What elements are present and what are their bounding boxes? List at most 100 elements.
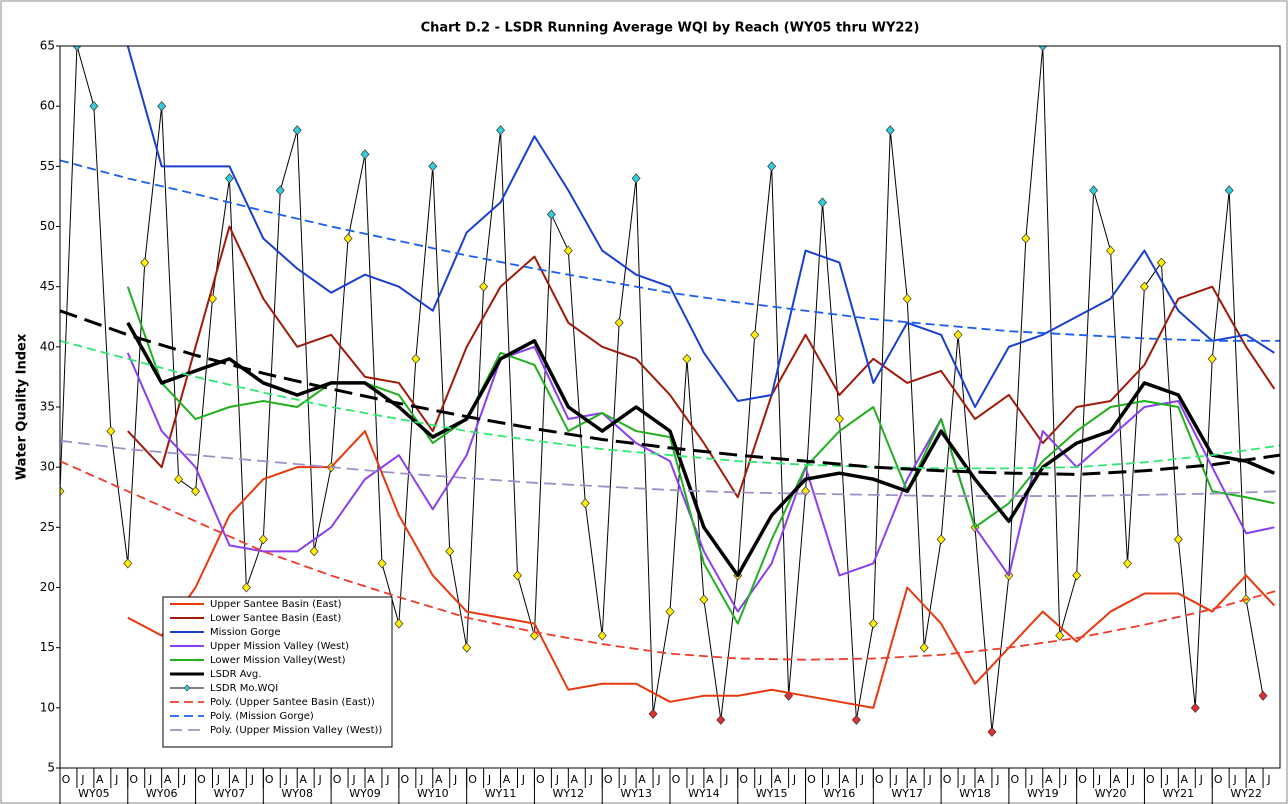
x-tick-label: J bbox=[521, 773, 525, 786]
x-tick-label: O bbox=[62, 773, 71, 786]
year-label: WY11 bbox=[485, 787, 517, 800]
series-line bbox=[126, 46, 1275, 408]
x-tick-label: J bbox=[1063, 773, 1067, 786]
x-tick-label: J bbox=[894, 773, 898, 786]
x-tick-label: O bbox=[739, 773, 748, 786]
data-point bbox=[885, 125, 895, 136]
x-tick-label: O bbox=[265, 773, 274, 786]
data-point bbox=[936, 534, 946, 545]
year-label: WY07 bbox=[214, 787, 246, 800]
data-point bbox=[529, 630, 539, 641]
x-tick-label: A bbox=[232, 773, 240, 786]
data-point bbox=[1123, 558, 1132, 569]
series-line bbox=[126, 345, 1275, 613]
y-tick-label: 40 bbox=[40, 339, 55, 353]
x-tick-label: J bbox=[690, 773, 694, 786]
x-tick-label: J bbox=[622, 773, 626, 786]
data-point bbox=[174, 474, 184, 485]
data-point bbox=[241, 582, 251, 593]
x-tick-label: J bbox=[758, 773, 762, 786]
y-tick-label: 60 bbox=[40, 99, 55, 113]
x-tick-label: O bbox=[197, 773, 206, 786]
data-point bbox=[1072, 570, 1082, 581]
x-tick-label: J bbox=[961, 773, 965, 786]
x-tick-label: J bbox=[995, 773, 999, 786]
x-tick-label: A bbox=[774, 773, 782, 786]
x-tick-label: A bbox=[1248, 773, 1256, 786]
year-label: WY22 bbox=[1230, 787, 1262, 800]
x-tick-label: O bbox=[1010, 773, 1019, 786]
x-tick-label: O bbox=[536, 773, 545, 786]
series-line bbox=[60, 339, 1280, 470]
x-tick-label: O bbox=[129, 773, 138, 786]
data-point bbox=[72, 46, 82, 52]
year-label: WY19 bbox=[1027, 787, 1059, 800]
x-tick-label: A bbox=[842, 773, 850, 786]
data-point bbox=[258, 534, 268, 545]
data-point bbox=[224, 173, 234, 184]
x-tick-label: J bbox=[182, 773, 186, 786]
data-point bbox=[818, 197, 827, 208]
data-point bbox=[513, 570, 522, 581]
x-tick-label: J bbox=[1266, 773, 1270, 786]
x-tick-label: J bbox=[284, 773, 288, 786]
year-label: WY10 bbox=[417, 787, 449, 800]
series-line bbox=[126, 286, 1275, 625]
x-tick-label: A bbox=[1113, 773, 1121, 786]
data-point bbox=[1106, 245, 1116, 256]
legend-label: LSDR Mo.WQI bbox=[210, 683, 278, 694]
x-tick-label: O bbox=[943, 773, 952, 786]
x-tick-label: A bbox=[1180, 773, 1188, 786]
chart-title: Chart D.2 - LSDR Running Average WQI by … bbox=[421, 21, 920, 36]
data-point bbox=[191, 486, 201, 497]
x-tick-label: J bbox=[792, 773, 796, 786]
data-point bbox=[292, 125, 302, 136]
x-tick-label: A bbox=[638, 773, 646, 786]
x-tick-label: J bbox=[148, 773, 152, 786]
series-line bbox=[60, 46, 1264, 733]
series-line bbox=[60, 159, 1280, 342]
year-label: WY08 bbox=[281, 787, 313, 800]
data-point bbox=[851, 714, 861, 725]
y-tick-label: 5 bbox=[47, 761, 55, 775]
legend-label: Lower Santee Basin (East) bbox=[210, 613, 341, 624]
data-point bbox=[987, 726, 997, 737]
x-tick-label: O bbox=[1078, 773, 1087, 786]
x-tick-label: A bbox=[977, 773, 985, 786]
data-point bbox=[1173, 534, 1183, 545]
data-point bbox=[1021, 233, 1031, 244]
year-label: WY21 bbox=[1163, 787, 1195, 800]
data-point bbox=[377, 558, 387, 569]
data-point bbox=[394, 618, 404, 629]
y-tick-label: 50 bbox=[40, 219, 55, 233]
x-tick-label: O bbox=[1214, 773, 1223, 786]
x-tick-label: J bbox=[555, 773, 559, 786]
x-tick-label: J bbox=[826, 773, 830, 786]
data-point bbox=[1207, 353, 1217, 364]
x-tick-label: J bbox=[1165, 773, 1169, 786]
data-point bbox=[275, 185, 285, 196]
data-point bbox=[716, 714, 726, 725]
data-point bbox=[1038, 46, 1048, 52]
series-line bbox=[60, 460, 1280, 661]
legend-label: Upper Santee Basin (East) bbox=[210, 599, 342, 610]
data-point bbox=[360, 149, 370, 160]
series-line bbox=[60, 439, 1280, 497]
y-tick-label: 20 bbox=[40, 580, 55, 594]
data-point bbox=[106, 426, 116, 437]
y-tick-label: 65 bbox=[40, 39, 55, 53]
series-line bbox=[127, 430, 1276, 709]
data-point bbox=[563, 245, 573, 256]
data-point bbox=[597, 630, 607, 641]
legend-label: Poly. (Upper Mission Valley (West)) bbox=[210, 725, 382, 736]
data-point bbox=[953, 329, 963, 340]
x-tick-label: O bbox=[1146, 773, 1155, 786]
year-label: WY17 bbox=[891, 787, 923, 800]
data-point bbox=[496, 125, 506, 136]
data-point bbox=[1258, 690, 1268, 701]
x-tick-label: J bbox=[1199, 773, 1203, 786]
x-tick-label: O bbox=[468, 773, 477, 786]
series-line bbox=[127, 225, 1276, 499]
data-point bbox=[343, 233, 353, 244]
x-tick-label: A bbox=[706, 773, 714, 786]
